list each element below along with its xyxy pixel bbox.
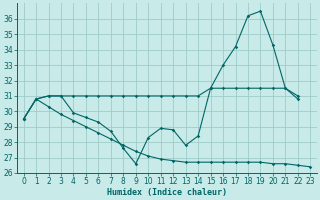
X-axis label: Humidex (Indice chaleur): Humidex (Indice chaleur) — [107, 188, 227, 197]
